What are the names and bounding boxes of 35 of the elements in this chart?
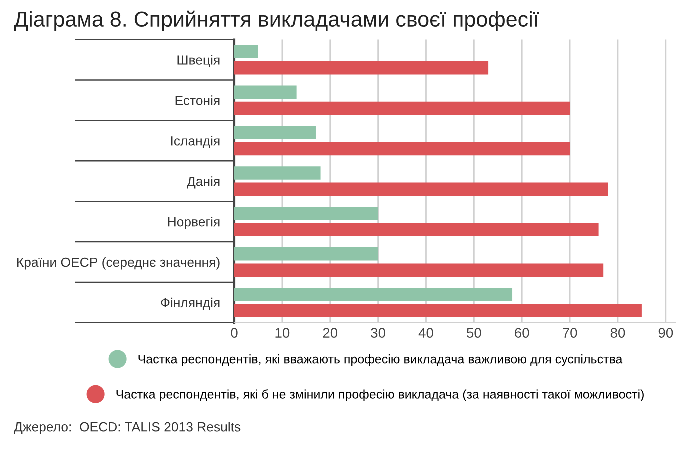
bar: [234, 102, 570, 116]
y-tick-label: Естонія: [176, 96, 220, 106]
x-tick-label: 80: [610, 328, 626, 338]
y-tick-label: Швеція: [178, 55, 220, 68]
chart-title: Діаграма 8. Сприйняття викладачами своєї професії: [14, 10, 540, 32]
bar: [234, 264, 604, 277]
y-tick-label: Норвегія: [168, 217, 220, 230]
bar: [234, 86, 297, 99]
bar: [234, 166, 321, 180]
x-tick-label: 50: [467, 328, 482, 338]
x-tick-label: 10: [276, 328, 290, 338]
bar: [234, 207, 378, 220]
bar: [234, 142, 570, 156]
bar: [234, 182, 608, 196]
x-tick-label: 0: [231, 328, 238, 338]
x-tick-label: 70: [563, 328, 578, 338]
bar: [234, 223, 599, 237]
text: Джерело: OECD: TALIS 2013 Results: [14, 422, 241, 434]
bar: [234, 248, 378, 261]
bar: [234, 61, 489, 75]
x-tick-label: 20: [323, 328, 338, 338]
y-tick-label: Країни ОЕСР (середнє значення): [18, 257, 220, 270]
bar: [234, 126, 316, 140]
legend-label: Частка респондентів, які б не змінили професію викладача (за наявності такої можливості): [116, 390, 644, 402]
x-tick-label: 60: [515, 328, 530, 338]
y-tick-label: Данія: [187, 176, 220, 189]
y-tick-label: Ісландія: [171, 136, 220, 148]
x-tick-label: 40: [418, 328, 434, 338]
x-tick-label: 90: [658, 328, 674, 338]
x-tick-label: 30: [371, 328, 386, 338]
y-tick-label: Фінляндія: [161, 298, 220, 310]
bar: [234, 45, 258, 59]
bar: [234, 288, 513, 302]
bar: [234, 304, 642, 318]
legend-label: Частка респондентів, які вважають професію викладача важливою для суспільства: [138, 354, 623, 366]
